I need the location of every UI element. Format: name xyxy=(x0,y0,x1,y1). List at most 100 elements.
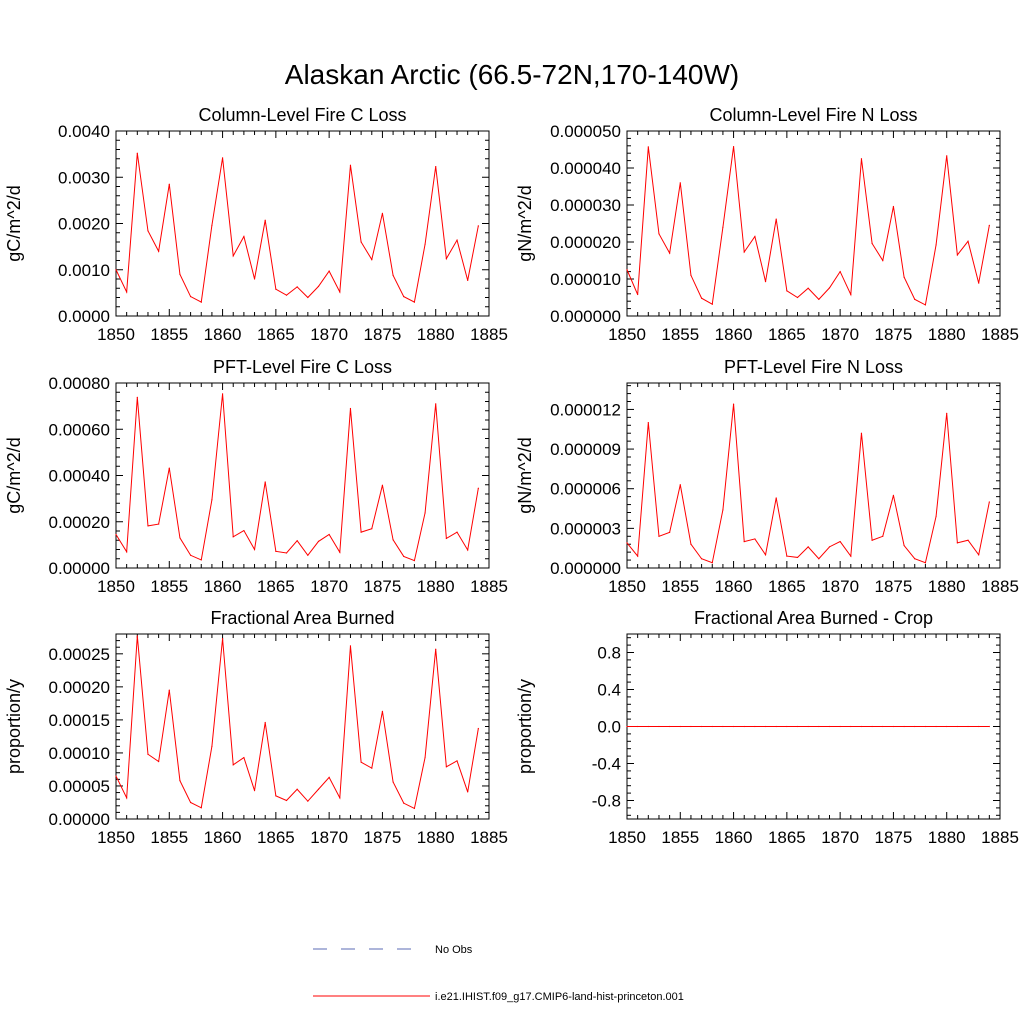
data-point xyxy=(158,250,160,252)
data-point xyxy=(892,205,895,208)
y-tick-label: 0.0000 xyxy=(58,307,110,326)
data-point xyxy=(690,543,692,545)
data-point xyxy=(232,255,234,257)
y-tick-label: 0.0020 xyxy=(58,215,110,234)
data-point xyxy=(243,529,245,532)
data-point xyxy=(882,535,884,537)
x-tick-label: 1880 xyxy=(928,325,966,344)
data-point xyxy=(317,540,320,543)
x-tick-label: 1865 xyxy=(257,577,295,596)
data-point xyxy=(381,484,384,486)
y-tick-label: 0.00000 xyxy=(49,810,110,829)
data-point xyxy=(179,273,181,275)
data-point xyxy=(860,432,863,434)
data-point xyxy=(637,555,639,557)
data-point xyxy=(115,269,117,271)
y-tick-label: 0.00025 xyxy=(49,645,110,664)
data-point xyxy=(381,212,384,214)
data-point xyxy=(882,259,884,262)
x-tick-label: 1860 xyxy=(715,828,753,847)
data-point xyxy=(275,550,277,552)
data-point xyxy=(754,235,756,238)
chart-panel-5: Fractional Area Burned proportion/y 1850 18… xyxy=(4,608,508,847)
x-tick-label: 1860 xyxy=(715,577,753,596)
data-point xyxy=(956,542,958,544)
data-point xyxy=(924,304,927,306)
data-point xyxy=(956,725,958,728)
plot-frame xyxy=(115,382,490,569)
data-point xyxy=(339,797,341,799)
y-tick-label: 0.000020 xyxy=(550,233,621,252)
y-tick-label: 0.00000 xyxy=(49,559,110,578)
data-point xyxy=(467,549,469,551)
x-tick-label: 1850 xyxy=(608,828,646,847)
legend-entry-2: i.e21.IHIST.f09_g17.CMIP6-land-hist-prin… xyxy=(313,991,684,1003)
data-point xyxy=(967,240,969,242)
chart-panel-3: PFT-Level Fire C Loss gC/m^2/d 1850 1855 186… xyxy=(4,357,508,596)
data-point xyxy=(413,807,415,810)
data-point xyxy=(307,296,309,299)
data-point xyxy=(807,725,809,728)
data-point xyxy=(413,560,415,562)
legend-label: No Obs xyxy=(435,944,473,956)
data-point xyxy=(679,484,681,486)
y-axis-label: gN/m^2/d xyxy=(515,185,535,261)
data-point xyxy=(626,725,628,728)
data-point xyxy=(978,282,980,284)
data-point xyxy=(403,295,405,298)
x-tick-label: 1885 xyxy=(470,828,508,847)
data-point xyxy=(658,535,660,537)
y-tick-label: 0.00020 xyxy=(49,513,110,532)
data-point xyxy=(136,635,138,637)
data-point xyxy=(435,166,437,168)
data-point xyxy=(328,776,330,778)
data-point xyxy=(264,721,266,724)
data-point xyxy=(914,725,916,728)
x-tick-label: 1855 xyxy=(661,325,699,344)
chart-panel-2: Column-Level Fire N Loss gN/m^2/d 1850 1855… xyxy=(515,105,1019,344)
y-tick-label: 0.00015 xyxy=(49,711,110,730)
data-point xyxy=(914,558,916,560)
data-point xyxy=(168,689,170,691)
data-point xyxy=(818,558,820,560)
data-point xyxy=(147,525,149,527)
data-point xyxy=(743,540,745,543)
data-point xyxy=(754,538,756,540)
x-tick-label: 1870 xyxy=(821,828,859,847)
data-point xyxy=(147,230,149,232)
data-point xyxy=(967,725,969,728)
x-tick-label: 1885 xyxy=(981,828,1019,847)
data-point xyxy=(317,285,320,287)
data-point xyxy=(647,422,649,424)
data-point xyxy=(711,562,713,564)
data-point xyxy=(392,539,394,541)
panel-title: Fractional Area Burned xyxy=(210,608,394,628)
y-tick-label: 0.00010 xyxy=(49,744,110,763)
data-point xyxy=(701,558,703,560)
y-tick-label: 0.4 xyxy=(597,681,621,700)
y-tick-label: 0.000000 xyxy=(550,307,621,326)
data-point xyxy=(339,551,341,553)
x-tick-label: 1885 xyxy=(981,577,1019,596)
data-point xyxy=(658,233,660,235)
data-point xyxy=(285,294,288,296)
data-point xyxy=(403,555,405,558)
x-tick-label: 1880 xyxy=(417,577,455,596)
x-tick-label: 1875 xyxy=(364,828,402,847)
data-point xyxy=(839,540,841,543)
y-axis-label: proportion/y xyxy=(4,679,24,774)
data-point xyxy=(978,554,980,556)
series-line xyxy=(115,393,479,562)
y-tick-label: -0.8 xyxy=(592,792,621,811)
data-point xyxy=(317,788,320,790)
y-tick-label: 0.00080 xyxy=(49,374,110,393)
chart-panel-6: Fractional Area Burned - Crop proportion/… xyxy=(515,608,1019,847)
data-point xyxy=(828,725,831,728)
data-point xyxy=(168,467,170,469)
data-point xyxy=(839,725,841,728)
data-point xyxy=(435,648,437,650)
data-point xyxy=(349,407,352,410)
data-point xyxy=(296,788,298,790)
data-point xyxy=(456,760,458,762)
